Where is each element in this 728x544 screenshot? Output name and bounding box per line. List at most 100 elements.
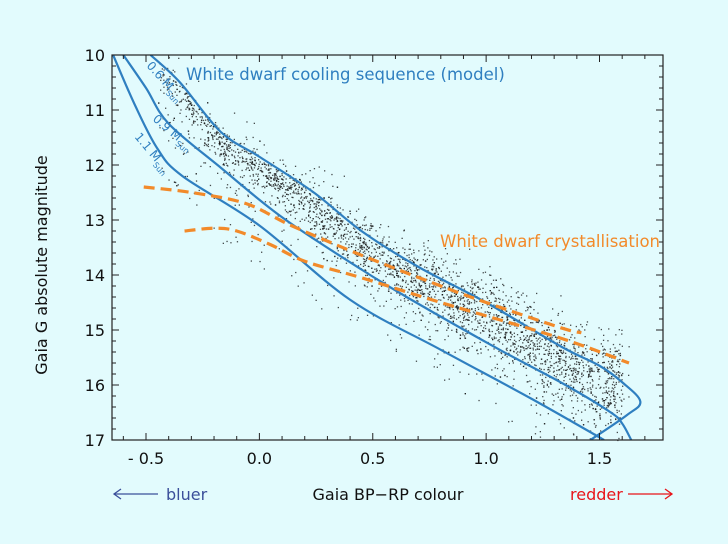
data-point [601, 407, 603, 409]
data-point [368, 254, 371, 257]
data-point [512, 360, 514, 362]
data-point [438, 317, 440, 319]
data-point [490, 274, 492, 276]
data-point [591, 353, 593, 355]
data-point [390, 322, 392, 324]
data-point [581, 372, 583, 374]
data-point [513, 351, 515, 353]
data-point [532, 347, 534, 349]
data-point [563, 344, 565, 346]
data-point [558, 418, 560, 421]
data-point [526, 381, 528, 383]
data-point [438, 303, 440, 305]
data-point [572, 381, 575, 383]
data-point [237, 160, 240, 163]
data-point [274, 187, 276, 189]
data-point [252, 136, 254, 139]
data-point [510, 287, 513, 289]
data-point [468, 303, 470, 305]
data-point [427, 269, 429, 272]
data-point [250, 202, 252, 204]
data-point [580, 390, 582, 392]
data-point [467, 350, 469, 352]
data-point [447, 322, 449, 325]
data-point [335, 264, 337, 267]
model-curves [112, 55, 642, 440]
data-point [609, 378, 611, 380]
data-point [359, 250, 361, 252]
data-point [247, 162, 249, 165]
data-point [379, 246, 381, 248]
data-point [321, 204, 323, 206]
data-point [320, 221, 322, 223]
data-point [258, 165, 260, 168]
data-point [258, 159, 260, 161]
data-point [219, 133, 221, 135]
mass-label-sub: Sun [164, 89, 181, 106]
data-point [606, 391, 608, 393]
data-point [209, 166, 211, 168]
data-point [452, 302, 454, 305]
data-point [245, 136, 247, 138]
data-point [535, 333, 537, 335]
data-point [215, 132, 218, 134]
data-point [203, 144, 206, 147]
data-point [375, 268, 378, 270]
y-tick-label: 13 [85, 211, 105, 230]
data-point [160, 89, 162, 91]
data-point [257, 173, 259, 175]
data-point [490, 301, 492, 304]
data-point [226, 184, 229, 186]
data-point [167, 67, 169, 70]
data-point [609, 348, 611, 350]
data-point [314, 221, 316, 223]
data-point [557, 352, 559, 354]
data-point [511, 334, 513, 336]
data-point [541, 324, 543, 327]
data-point [366, 274, 368, 276]
data-point [546, 335, 549, 337]
data-point [507, 316, 509, 318]
data-point [254, 159, 256, 161]
data-point [429, 279, 431, 281]
data-point [270, 180, 272, 182]
data-point [595, 411, 597, 413]
data-point [578, 363, 580, 365]
data-point [599, 387, 601, 389]
data-point [423, 292, 425, 295]
data-point [486, 322, 488, 324]
data-point [374, 300, 376, 302]
data-point [513, 332, 515, 334]
data-point [410, 272, 413, 275]
data-point [341, 225, 343, 227]
data-point [424, 293, 426, 295]
data-point [253, 148, 255, 150]
data-point [332, 227, 335, 230]
data-point [621, 333, 623, 335]
data-point [354, 228, 356, 230]
data-point [515, 314, 517, 316]
data-point [300, 197, 302, 199]
data-point [545, 339, 547, 341]
data-point [250, 260, 252, 262]
data-point [417, 288, 419, 290]
data-point [550, 345, 552, 347]
data-point [418, 283, 420, 286]
data-point [543, 329, 545, 332]
data-point [318, 198, 320, 201]
data-point [380, 285, 383, 287]
data-point [594, 408, 597, 411]
data-point [220, 153, 222, 155]
data-point [364, 238, 366, 241]
data-point [273, 173, 276, 175]
data-point [591, 368, 593, 370]
data-point [452, 309, 454, 311]
data-point [238, 204, 240, 206]
data-point [342, 220, 344, 222]
data-point [499, 376, 502, 378]
data-point [599, 413, 601, 415]
data-point [475, 282, 477, 284]
data-point [614, 398, 616, 400]
data-point [547, 343, 550, 345]
data-point [532, 322, 534, 324]
